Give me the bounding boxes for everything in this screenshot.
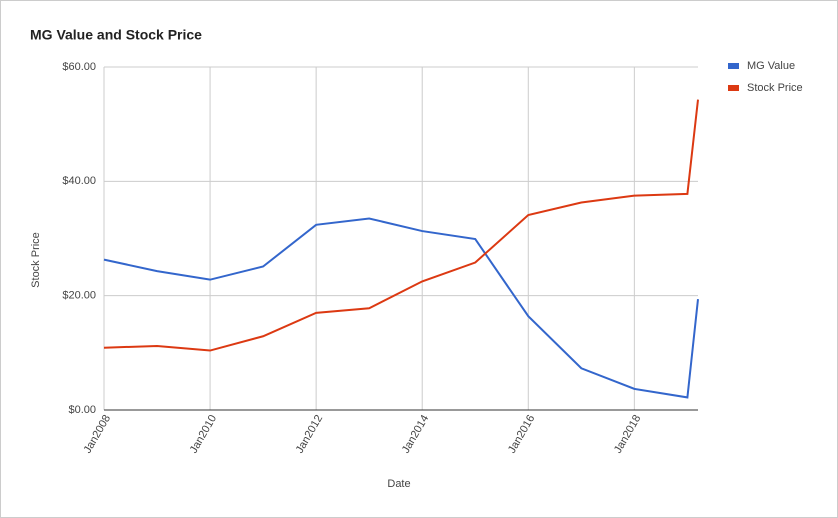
y-tick-label: $60.00 — [62, 61, 96, 73]
legend-label: Stock Price — [747, 82, 803, 94]
chart-title: MG Value and Stock Price — [30, 27, 202, 43]
series-line — [103, 99, 699, 352]
y-tick-label: $20.00 — [62, 290, 96, 302]
legend-swatch — [728, 63, 739, 69]
x-axis-title: Date — [387, 478, 410, 490]
legend-label: MG Value — [747, 60, 795, 72]
y-tick-label: $0.00 — [68, 404, 96, 416]
legend-swatch — [728, 85, 739, 91]
y-tick-label: $40.00 — [62, 175, 96, 187]
y-axis-title: Stock Price — [30, 232, 42, 288]
series-line — [103, 217, 699, 399]
